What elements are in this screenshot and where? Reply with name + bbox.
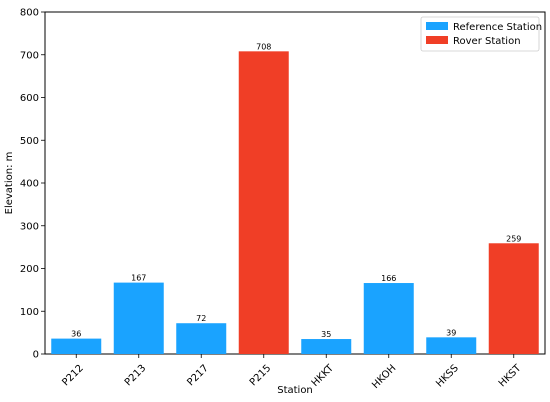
legend-swatch-rover: [426, 36, 448, 44]
bar-p213: [113, 282, 164, 354]
x-tick-label-p213: P213: [123, 363, 149, 389]
bar-hkss: [426, 337, 477, 354]
y-tick-label-300: 300: [20, 221, 39, 232]
y-axis-label: Elevation: m: [4, 152, 15, 215]
x-tick-label-p217: P217: [185, 363, 211, 389]
y-tick-label-200: 200: [20, 264, 39, 275]
x-tick-label-hkoh: HKOH: [370, 363, 398, 391]
legend-label-reference: Reference Station: [453, 22, 542, 33]
legend-label-rover: Rover Station: [453, 36, 521, 47]
legend-box: [420, 16, 540, 52]
bar-p217: [176, 323, 227, 354]
y-tick-label-800: 800: [20, 8, 39, 19]
y-tick-label-600: 600: [20, 93, 39, 104]
data-label-hkss: 39: [446, 328, 456, 337]
data-label-hkkt: 35: [321, 330, 331, 339]
data-labels-group: 36 167 72 708 35 166 39 259: [71, 42, 521, 339]
y-axis: 0 100 200 300 400 500 600 700 800: [20, 8, 45, 361]
legend-swatch-reference: [426, 22, 448, 30]
x-tick-label-hkss: HKSS: [434, 363, 461, 390]
data-label-p217: 72: [196, 314, 206, 323]
y-tick-label-700: 700: [20, 50, 39, 61]
y-tick-label-0: 0: [33, 350, 39, 361]
x-tick-label-hkst: HKST: [497, 362, 524, 389]
bars-group: [51, 51, 539, 354]
y-tick-label-400: 400: [20, 179, 39, 190]
data-label-hkst: 259: [506, 234, 521, 243]
legend: Reference Station Rover Station: [420, 16, 542, 52]
data-label-p212: 36: [71, 330, 81, 339]
x-tick-label-p212: P212: [60, 363, 86, 389]
data-label-hkoh: 166: [381, 274, 396, 283]
bar-hkoh: [363, 283, 414, 354]
x-axis-label: Station: [277, 385, 313, 396]
bar-p215: [238, 51, 289, 354]
bar-p212: [51, 338, 102, 354]
bar-hkkt: [301, 339, 352, 354]
y-tick-label-100: 100: [20, 307, 39, 318]
x-tick-label-p215: P215: [248, 363, 274, 389]
x-tick-label-hkkt: HKKT: [310, 362, 337, 389]
data-label-p215: 708: [256, 42, 271, 51]
data-label-p213: 167: [131, 274, 146, 283]
y-tick-label-500: 500: [20, 136, 39, 147]
bar-hkst: [488, 243, 539, 354]
